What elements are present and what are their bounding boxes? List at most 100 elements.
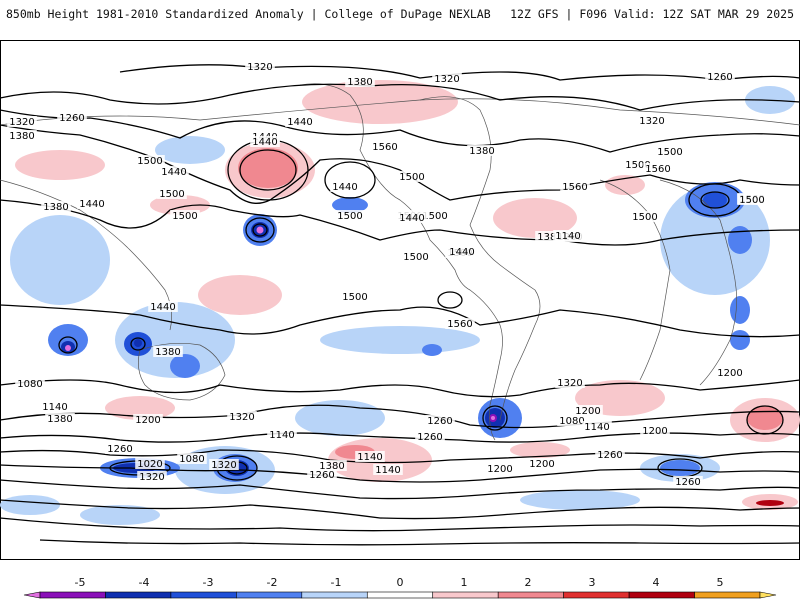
colorbar-box bbox=[301, 591, 368, 599]
contour-label-bg bbox=[715, 367, 745, 378]
colorbar-box bbox=[39, 591, 106, 599]
contour-label-bg bbox=[527, 458, 557, 469]
colorbar-box bbox=[366, 591, 434, 599]
contour-label: 1500 bbox=[657, 147, 682, 158]
contour-label-bg bbox=[159, 166, 189, 177]
contour-label: 1560 bbox=[372, 142, 397, 153]
anomaly-area-east-pacific bbox=[320, 326, 480, 354]
contour-label: 1380 bbox=[469, 146, 494, 157]
contour-label: 1440 bbox=[252, 137, 277, 148]
contour-label-bg bbox=[623, 159, 653, 170]
contour-label-bg bbox=[420, 210, 450, 221]
header: 850mb Height 1981-2010 Standardized Anom… bbox=[0, 0, 800, 28]
contour-label-bg bbox=[267, 429, 297, 440]
contour-label: 1260 bbox=[597, 450, 622, 461]
contour-label-bg bbox=[557, 415, 587, 426]
contour-label-bg bbox=[340, 291, 370, 302]
colorbar-tick-label: -4 bbox=[139, 576, 150, 589]
contour-label: 1380 bbox=[347, 77, 372, 88]
contour-label: 1320 bbox=[211, 460, 236, 471]
contour-label: 1200 bbox=[642, 426, 667, 437]
contour-label: 1500 bbox=[337, 211, 362, 222]
colorbar-box bbox=[497, 591, 564, 599]
contour-label-bg bbox=[57, 112, 87, 123]
contour-label-bg bbox=[643, 163, 673, 174]
colorbar-box bbox=[694, 591, 761, 599]
contour-label-bg bbox=[209, 459, 239, 470]
contour-label: 1440 bbox=[161, 167, 186, 178]
contour-label: 1500 bbox=[342, 292, 367, 303]
contour-label-bg bbox=[397, 212, 427, 223]
contour-label-bg bbox=[153, 346, 183, 357]
contour-label-bg bbox=[355, 451, 385, 462]
contour-label-bg bbox=[640, 425, 670, 436]
contour-label: 1380 bbox=[155, 347, 180, 358]
contour-label-bg bbox=[432, 73, 462, 84]
contour-label-bg bbox=[560, 181, 590, 192]
contour-label: 1560 bbox=[645, 164, 670, 175]
colorbar-tick-label: 1 bbox=[461, 576, 468, 589]
colorbar-tick-label: 4 bbox=[653, 576, 660, 589]
contour-labels: 1320 1380 1320 1260 1320 1260 1440 1440 1320 1380… bbox=[7, 61, 767, 488]
contour-label-bg bbox=[637, 115, 667, 126]
contour-label: 1260 bbox=[417, 432, 442, 443]
contour-label-bg bbox=[317, 460, 347, 471]
contour-label-bg bbox=[445, 318, 475, 329]
contour-label-bg bbox=[553, 230, 583, 241]
colorbar-box bbox=[236, 591, 303, 599]
contour-label: 1380 bbox=[537, 232, 562, 243]
contour-label: 1080 bbox=[179, 454, 204, 465]
contour-label: 1200 bbox=[717, 368, 742, 379]
contour-label: 1200 bbox=[487, 464, 512, 475]
contour-label: 1140 bbox=[375, 465, 400, 476]
contour-label-bg bbox=[370, 141, 400, 152]
anomaly-area-south-pacific-blue bbox=[295, 400, 385, 436]
colorbar-tick-label: -1 bbox=[331, 576, 342, 589]
contour-label: 1440 bbox=[287, 117, 312, 128]
contour-label-bg bbox=[40, 401, 70, 412]
colorbar-tick-label: 0 bbox=[397, 576, 404, 589]
colorbar-box bbox=[432, 591, 499, 599]
contour-label: 1260 bbox=[675, 477, 700, 488]
coastline-arctic bbox=[0, 98, 800, 126]
anomaly-area-atlantic bbox=[493, 198, 577, 238]
contour-label-bg bbox=[485, 463, 515, 474]
colorbar-box bbox=[628, 591, 695, 599]
contour-label: 1440 bbox=[79, 199, 104, 210]
colorbar-tick-label: 2 bbox=[525, 576, 532, 589]
anomaly-area-australia bbox=[115, 302, 235, 378]
contour-label: 1500 bbox=[159, 189, 184, 200]
contour-label-bg bbox=[41, 201, 71, 212]
colorbar-tick-label: -5 bbox=[75, 576, 86, 589]
colorbar-tick-label: -2 bbox=[267, 576, 278, 589]
contour-label: 1080 bbox=[17, 379, 42, 390]
contour-label-bg bbox=[137, 471, 167, 482]
contour-label: 1560 bbox=[562, 182, 587, 193]
contour-label-bg bbox=[630, 211, 660, 222]
contour-label-bg bbox=[77, 198, 107, 209]
contour-label: 1440 bbox=[449, 247, 474, 258]
contour-label-bg bbox=[285, 116, 315, 127]
coastline-asia bbox=[0, 179, 172, 331]
contour-label: 1320 bbox=[229, 412, 254, 423]
colorbar-box bbox=[563, 591, 630, 599]
contour-label: 1200 bbox=[135, 415, 160, 426]
contour-label: 1320 bbox=[557, 378, 582, 389]
colorbar-box bbox=[105, 591, 172, 599]
contour-label-bg bbox=[135, 155, 165, 166]
contour-label-bg bbox=[7, 116, 37, 127]
contour-label-bg bbox=[15, 378, 45, 389]
contour-label-bg bbox=[335, 210, 365, 221]
contour-label: 1140 bbox=[42, 402, 67, 413]
contour-label: 1500 bbox=[172, 211, 197, 222]
contour-label: 1320 bbox=[434, 74, 459, 85]
contour-label-bg bbox=[250, 136, 280, 147]
contour-label: 1500 bbox=[739, 195, 764, 206]
contour-label-bg bbox=[673, 476, 703, 487]
contour-label-bg bbox=[170, 210, 200, 221]
anomaly-map: 1320 1380 1320 1260 1320 1260 1440 1440 1320 1380… bbox=[0, 40, 800, 560]
contour-label-bg bbox=[307, 469, 337, 480]
contour-label-bg bbox=[105, 443, 135, 454]
contour-label: 1440 bbox=[399, 213, 424, 224]
coastline-africa-west bbox=[599, 179, 671, 381]
